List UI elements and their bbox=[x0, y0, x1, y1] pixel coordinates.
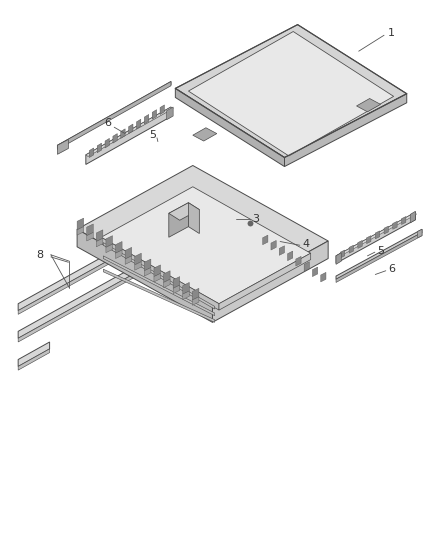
Polygon shape bbox=[77, 165, 328, 305]
Polygon shape bbox=[410, 211, 416, 223]
Polygon shape bbox=[163, 271, 170, 282]
Polygon shape bbox=[145, 268, 151, 276]
Polygon shape bbox=[106, 236, 113, 247]
Polygon shape bbox=[312, 267, 318, 277]
Polygon shape bbox=[18, 238, 136, 311]
Polygon shape bbox=[336, 232, 422, 282]
Polygon shape bbox=[135, 253, 141, 265]
Polygon shape bbox=[57, 82, 171, 150]
Polygon shape bbox=[18, 342, 49, 367]
Polygon shape bbox=[106, 244, 113, 253]
Polygon shape bbox=[103, 243, 215, 309]
Polygon shape bbox=[116, 250, 122, 259]
Text: 6: 6 bbox=[388, 264, 395, 274]
Polygon shape bbox=[183, 291, 189, 300]
Polygon shape bbox=[357, 99, 381, 112]
Polygon shape bbox=[145, 115, 149, 124]
Polygon shape bbox=[105, 139, 110, 148]
Polygon shape bbox=[192, 297, 199, 305]
Polygon shape bbox=[113, 134, 117, 143]
Polygon shape bbox=[57, 82, 171, 149]
Polygon shape bbox=[279, 246, 285, 255]
Polygon shape bbox=[137, 119, 141, 129]
Polygon shape bbox=[87, 224, 93, 236]
Polygon shape bbox=[160, 105, 164, 115]
Text: 1: 1 bbox=[388, 28, 395, 38]
Polygon shape bbox=[18, 245, 136, 314]
Polygon shape bbox=[393, 221, 397, 229]
Text: 5: 5 bbox=[377, 246, 384, 255]
Polygon shape bbox=[166, 107, 173, 120]
Polygon shape bbox=[154, 273, 160, 282]
Polygon shape bbox=[193, 128, 217, 141]
Text: 3: 3 bbox=[253, 214, 260, 224]
Polygon shape bbox=[101, 237, 219, 310]
Polygon shape bbox=[188, 31, 394, 156]
Polygon shape bbox=[89, 148, 94, 158]
Polygon shape bbox=[375, 231, 380, 239]
Polygon shape bbox=[125, 247, 132, 259]
Polygon shape bbox=[96, 238, 103, 247]
Polygon shape bbox=[87, 232, 93, 241]
Polygon shape bbox=[77, 229, 212, 322]
Polygon shape bbox=[183, 282, 189, 294]
Polygon shape bbox=[219, 253, 311, 310]
Polygon shape bbox=[154, 265, 160, 277]
Polygon shape bbox=[402, 216, 406, 224]
Polygon shape bbox=[103, 269, 215, 322]
Polygon shape bbox=[212, 241, 328, 322]
Polygon shape bbox=[367, 236, 371, 244]
Polygon shape bbox=[336, 229, 422, 279]
Polygon shape bbox=[418, 229, 422, 238]
Polygon shape bbox=[192, 288, 199, 300]
Polygon shape bbox=[129, 124, 133, 134]
Text: 8: 8 bbox=[36, 250, 43, 260]
Polygon shape bbox=[263, 235, 268, 245]
Polygon shape bbox=[121, 129, 125, 139]
Polygon shape bbox=[173, 277, 180, 288]
Polygon shape bbox=[288, 251, 293, 261]
Polygon shape bbox=[103, 256, 215, 316]
Polygon shape bbox=[321, 272, 326, 282]
Polygon shape bbox=[77, 218, 84, 230]
Polygon shape bbox=[175, 25, 407, 158]
Polygon shape bbox=[384, 226, 389, 234]
Polygon shape bbox=[86, 107, 171, 165]
Polygon shape bbox=[18, 259, 149, 338]
Text: 6: 6 bbox=[104, 118, 111, 128]
Polygon shape bbox=[101, 187, 311, 304]
Text: 5: 5 bbox=[149, 130, 156, 140]
Polygon shape bbox=[152, 110, 156, 119]
Polygon shape bbox=[96, 230, 103, 241]
Polygon shape bbox=[77, 227, 84, 235]
Polygon shape bbox=[57, 140, 68, 155]
Polygon shape bbox=[125, 256, 132, 264]
Polygon shape bbox=[97, 143, 102, 153]
Polygon shape bbox=[349, 245, 353, 253]
Polygon shape bbox=[336, 212, 416, 263]
Polygon shape bbox=[145, 259, 151, 271]
Polygon shape bbox=[336, 212, 417, 258]
Polygon shape bbox=[86, 107, 173, 157]
Text: 4: 4 bbox=[303, 239, 310, 249]
Polygon shape bbox=[271, 240, 276, 250]
Polygon shape bbox=[135, 262, 141, 270]
Polygon shape bbox=[296, 256, 301, 266]
Polygon shape bbox=[116, 241, 122, 253]
Polygon shape bbox=[169, 203, 188, 237]
Polygon shape bbox=[358, 240, 362, 248]
Polygon shape bbox=[173, 285, 180, 294]
Polygon shape bbox=[336, 253, 341, 264]
Polygon shape bbox=[18, 265, 149, 342]
Polygon shape bbox=[175, 88, 285, 166]
Polygon shape bbox=[188, 203, 199, 233]
Polygon shape bbox=[163, 279, 170, 288]
Polygon shape bbox=[304, 262, 309, 271]
Polygon shape bbox=[285, 94, 407, 166]
Polygon shape bbox=[169, 203, 199, 220]
Polygon shape bbox=[340, 250, 345, 258]
Polygon shape bbox=[18, 349, 49, 370]
